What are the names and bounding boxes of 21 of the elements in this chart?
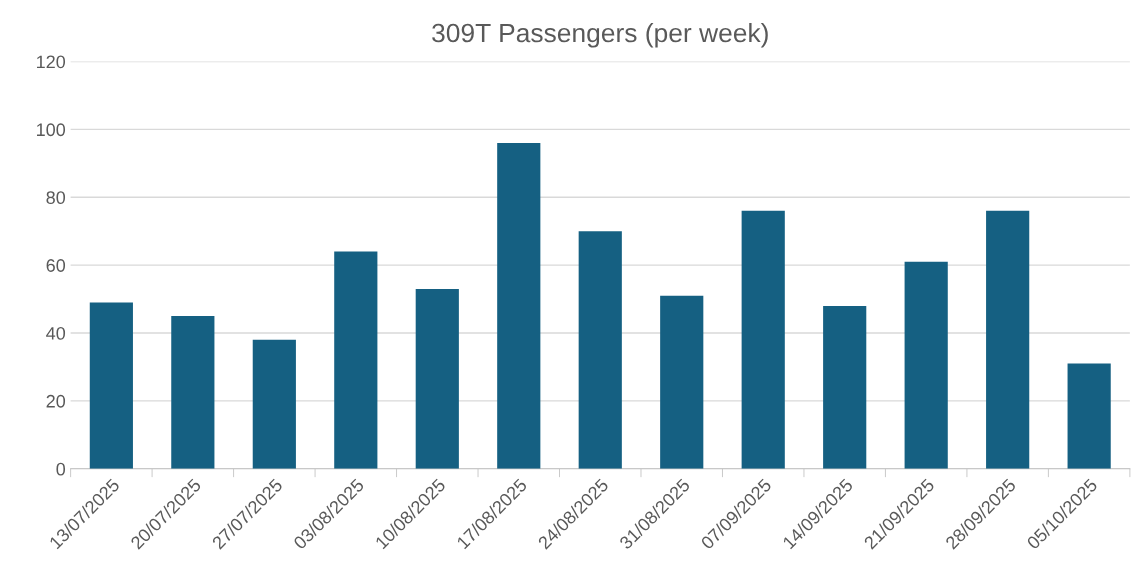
bar [171,316,215,469]
y-tick-label: 60 [46,259,66,272]
bar [252,339,296,469]
y-tick-label: 20 [46,394,66,408]
bar [660,295,704,469]
y-tick-label: 80 [46,191,66,205]
y-tick-label: 0 [56,462,66,476]
bar [986,210,1030,469]
bar [334,251,378,469]
bar [415,288,459,469]
bar [89,302,133,469]
bar [1067,363,1111,469]
bar [904,261,948,469]
y-tick-label: 40 [46,326,66,340]
chart-title: 309T Passengers (per week) [432,22,768,48]
y-tick-label: 100 [37,123,66,137]
bar [741,210,785,469]
bar [578,231,622,469]
bar [497,142,541,469]
bar [823,305,867,469]
y-tick-label: 120 [37,55,66,69]
